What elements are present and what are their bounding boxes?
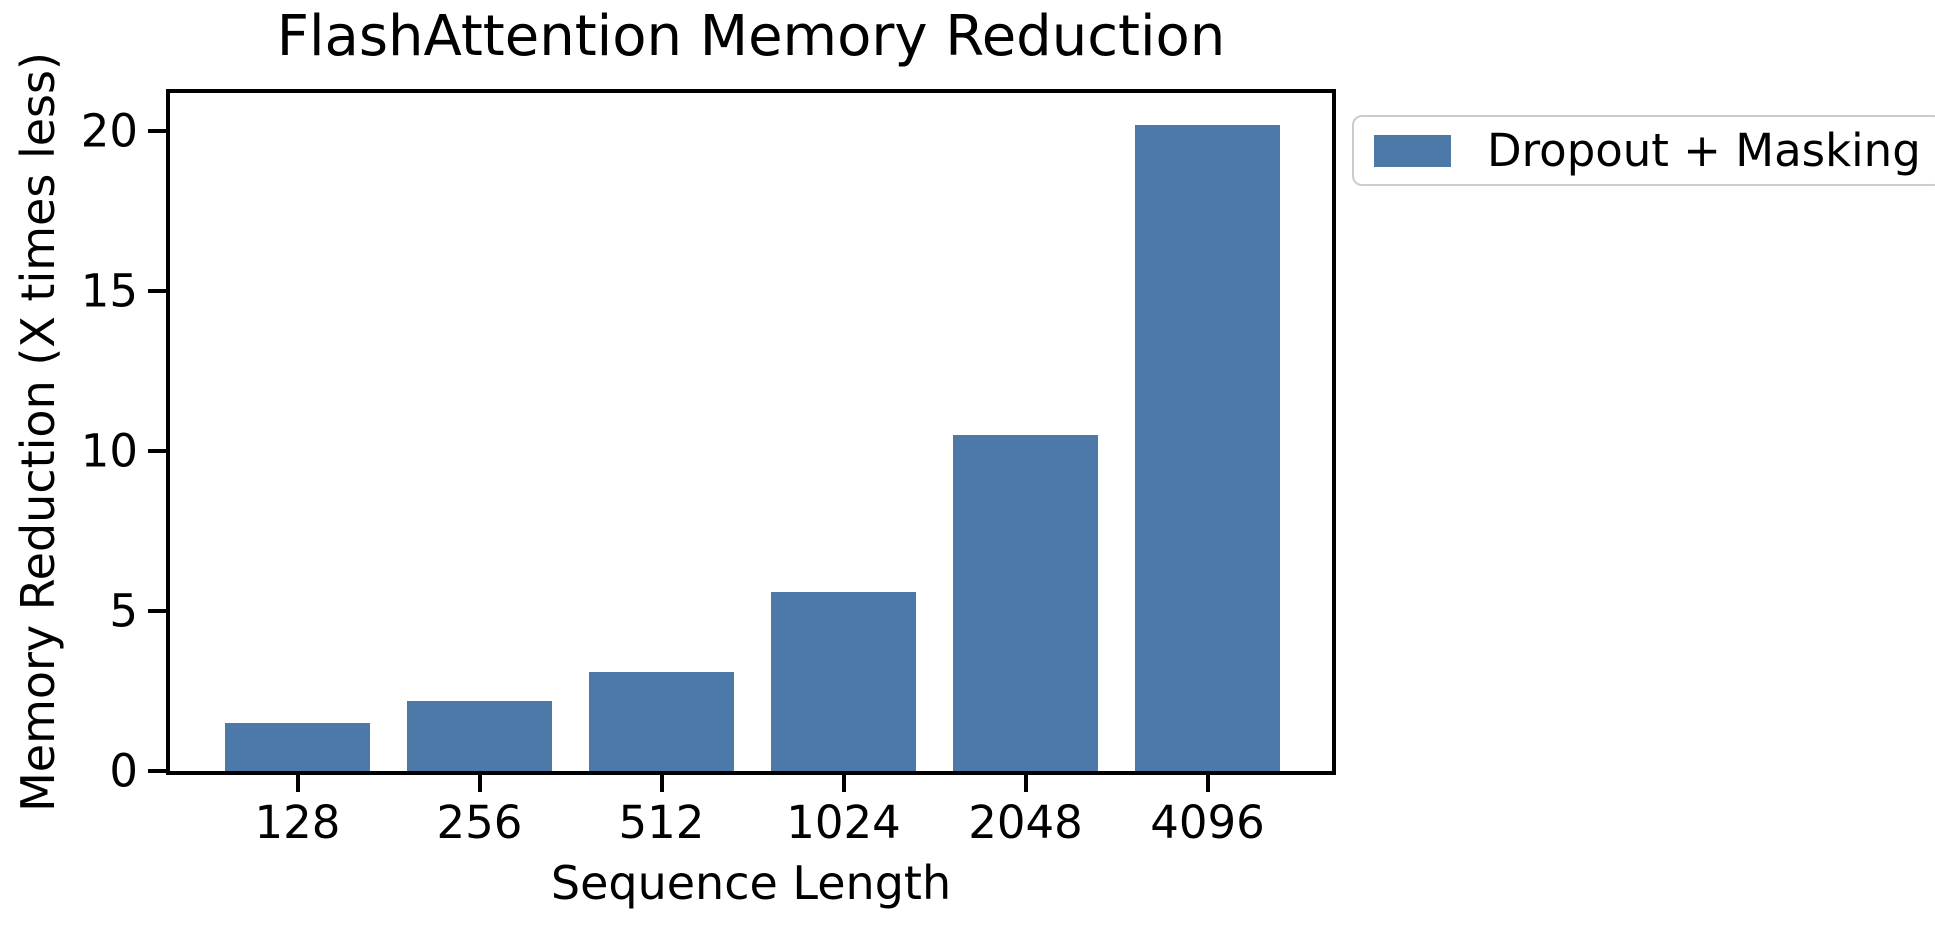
plot-area: 0 5 10 15 20 128 256 512 1024 2048 4096 xyxy=(81,89,1336,845)
x-tick-label: 4096 xyxy=(1150,796,1265,849)
chart-title: FlashAttention Memory Reduction xyxy=(276,4,1226,69)
legend-swatch xyxy=(1374,134,1451,167)
bar-4096 xyxy=(1135,124,1280,771)
bar-128 xyxy=(225,723,370,771)
x-tick-mark xyxy=(477,775,482,792)
x-tick-label: 128 xyxy=(254,796,341,849)
x-tick-mark xyxy=(841,775,846,792)
y-tick-label: 10 xyxy=(80,424,138,478)
x-axis-label: Sequence Length xyxy=(550,856,952,910)
x-tick-mark xyxy=(295,775,300,792)
x-tick-mark xyxy=(1205,775,1210,792)
y-axis-label: Memory Reduction (X times less) xyxy=(11,52,65,812)
y-tick-mark xyxy=(148,609,166,614)
legend: Dropout + Masking xyxy=(1352,115,1935,186)
bar-256 xyxy=(407,700,552,771)
y-tick-label: 5 xyxy=(109,584,138,638)
x-tick-label: 256 xyxy=(436,796,523,849)
y-tick-label: 0 xyxy=(109,744,138,798)
y-tick-label: 20 xyxy=(80,104,138,158)
y-tick-mark xyxy=(148,129,166,134)
y-tick-mark xyxy=(148,769,166,773)
bar-512 xyxy=(589,671,734,771)
y-tick-mark xyxy=(148,449,166,454)
x-tick-label: 1024 xyxy=(786,796,901,849)
x-tick-mark xyxy=(659,775,664,792)
bar-1024 xyxy=(771,591,916,771)
y-tick-label: 15 xyxy=(80,264,138,318)
x-tick-mark xyxy=(1023,775,1028,792)
x-tick-label: 2048 xyxy=(968,796,1083,849)
x-tick-label: 512 xyxy=(618,796,705,849)
legend-label: Dropout + Masking xyxy=(1487,124,1921,177)
bar-2048 xyxy=(953,435,1098,771)
y-tick-mark xyxy=(148,289,166,294)
